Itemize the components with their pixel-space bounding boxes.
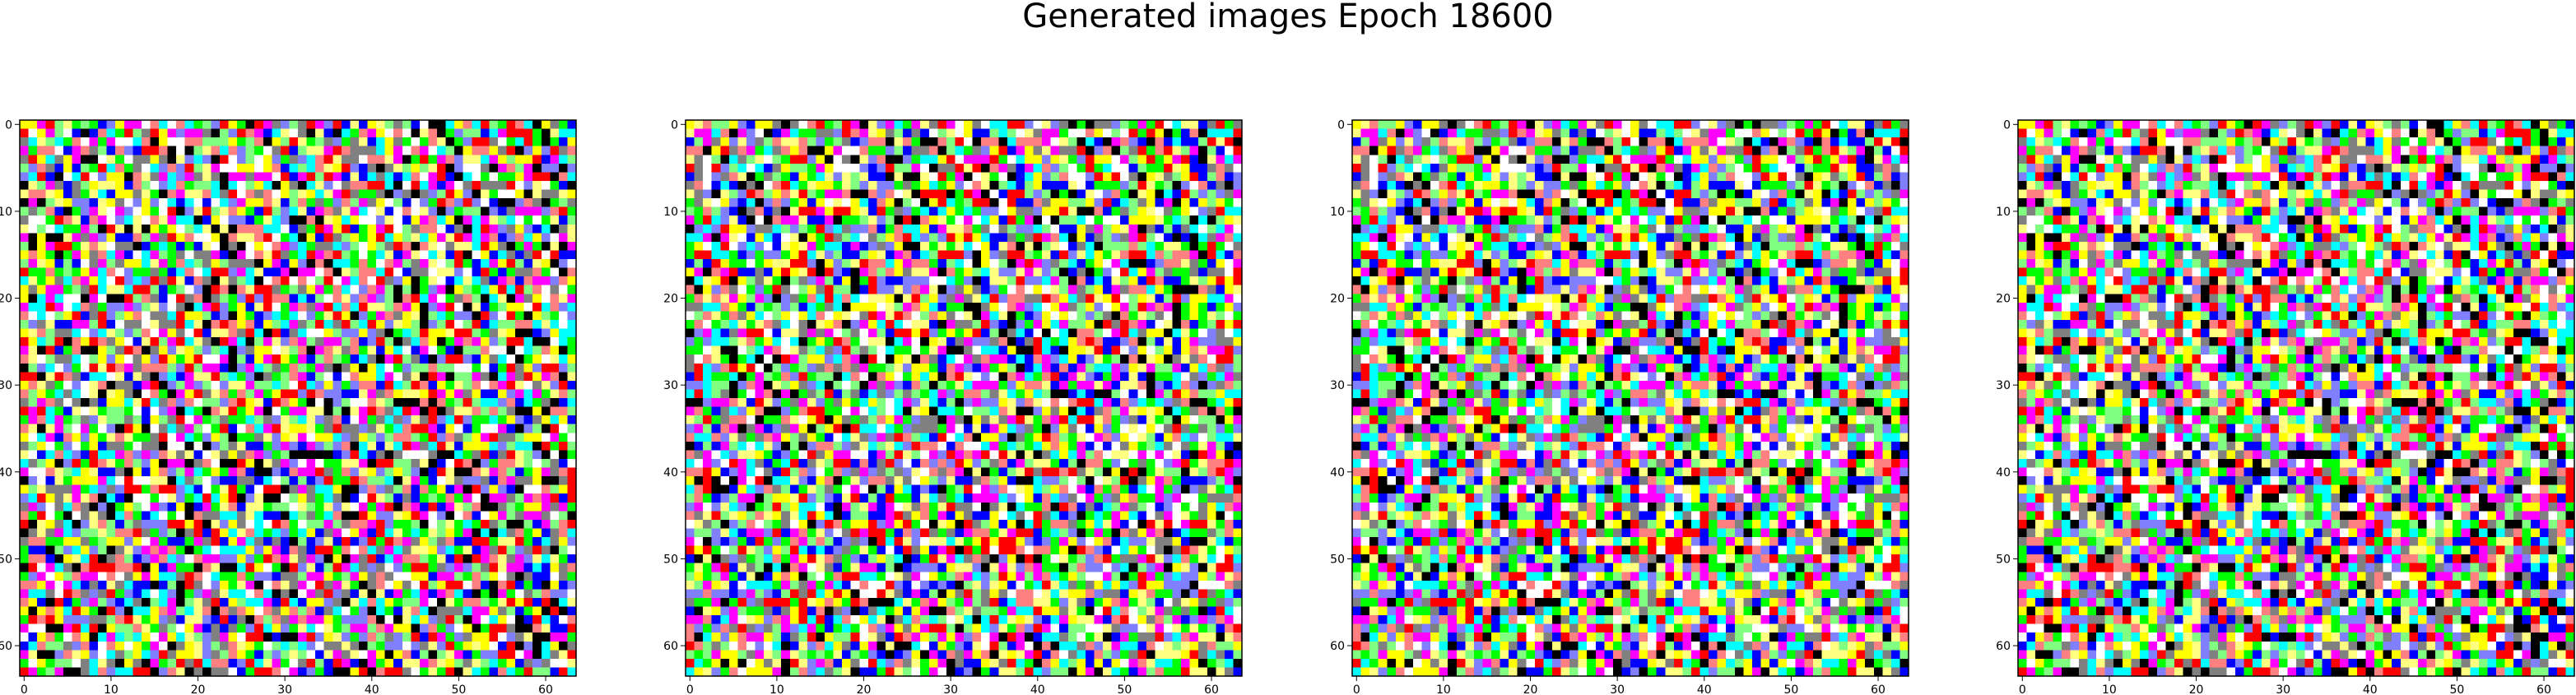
y-tick-label: 30 bbox=[663, 379, 678, 392]
y-tick-label: 0 bbox=[671, 118, 678, 132]
y-tick-label: 30 bbox=[0, 379, 12, 392]
y-tick-label: 40 bbox=[663, 466, 678, 480]
x-tick-label: 0 bbox=[1353, 683, 1360, 695]
y-tick-label: 50 bbox=[1330, 553, 1345, 566]
y-tick-label: 50 bbox=[1996, 553, 2011, 566]
x-tick-label: 0 bbox=[21, 683, 28, 695]
y-tick-label: 60 bbox=[1330, 640, 1345, 653]
x-tick-label: 50 bbox=[1117, 683, 1132, 695]
y-tick-label: 40 bbox=[0, 466, 12, 480]
x-tick-label: 20 bbox=[1523, 683, 1538, 695]
x-tick-label: 60 bbox=[1871, 683, 1886, 695]
x-tick-label: 20 bbox=[2189, 683, 2204, 695]
x-tick-label: 30 bbox=[277, 683, 292, 695]
y-tick-label: 40 bbox=[1996, 466, 2011, 480]
image-panel-1: 0 10 20 30 40 50 60 0 10 20 30 40 50 60 bbox=[0, 118, 576, 695]
y-tick-label: 10 bbox=[1330, 206, 1345, 219]
x-tick-label: 0 bbox=[686, 683, 694, 695]
x-tick-label: 50 bbox=[451, 683, 466, 695]
x-tick-label: 0 bbox=[2019, 683, 2026, 695]
y-tick-label: 50 bbox=[0, 553, 12, 566]
y-tick-label: 60 bbox=[0, 640, 12, 653]
y-tick-label: 10 bbox=[1996, 206, 2011, 219]
x-tick-label: 60 bbox=[1204, 683, 1219, 695]
x-tick-label: 20 bbox=[191, 683, 206, 695]
image-panel-3: 0 10 20 30 40 50 60 0 10 20 30 40 50 60 bbox=[1330, 118, 1909, 695]
generated-image-pixels bbox=[20, 120, 576, 676]
y-tick-label: 20 bbox=[1996, 293, 2011, 306]
x-tick-label: 10 bbox=[1436, 683, 1451, 695]
x-tick-label: 20 bbox=[857, 683, 872, 695]
y-tick-label: 30 bbox=[1996, 379, 2011, 392]
x-tick-label: 60 bbox=[2536, 683, 2551, 695]
y-tick-label: 30 bbox=[1330, 379, 1345, 392]
x-tick-label: 30 bbox=[943, 683, 958, 695]
x-tick-label: 40 bbox=[1697, 683, 1712, 695]
generated-image-pixels bbox=[1352, 120, 1909, 676]
x-tick-label: 30 bbox=[2276, 683, 2290, 695]
x-tick-label: 40 bbox=[2363, 683, 2378, 695]
x-tick-label: 50 bbox=[1783, 683, 1798, 695]
x-tick-label: 50 bbox=[2449, 683, 2464, 695]
y-tick-label: 0 bbox=[1337, 118, 1345, 132]
y-tick-label: 20 bbox=[663, 293, 678, 306]
y-tick-label: 50 bbox=[663, 553, 678, 566]
x-tick-label: 10 bbox=[770, 683, 784, 695]
image-panel-2: 0 10 20 30 40 50 60 0 10 20 30 40 50 60 bbox=[663, 118, 1242, 695]
image-panel-4: 0 10 20 30 40 50 60 0 10 20 30 40 50 60 bbox=[1996, 118, 2574, 695]
y-tick-label: 10 bbox=[0, 206, 12, 219]
y-tick-label: 60 bbox=[1996, 640, 2011, 653]
y-tick-label: 40 bbox=[1330, 466, 1345, 480]
y-tick-label: 20 bbox=[0, 293, 12, 306]
x-tick-label: 40 bbox=[1030, 683, 1045, 695]
y-tick-label: 10 bbox=[663, 206, 678, 219]
x-tick-label: 30 bbox=[1610, 683, 1625, 695]
x-tick-label: 10 bbox=[104, 683, 119, 695]
y-tick-label: 20 bbox=[1330, 293, 1345, 306]
y-tick-label: 0 bbox=[2003, 118, 2011, 132]
generated-image-pixels bbox=[2018, 120, 2574, 676]
x-tick-label: 60 bbox=[538, 683, 553, 695]
x-tick-label: 10 bbox=[2102, 683, 2117, 695]
y-tick-label: 0 bbox=[5, 118, 12, 132]
y-tick-label: 60 bbox=[663, 640, 678, 653]
x-tick-label: 40 bbox=[365, 683, 379, 695]
generated-image-pixels bbox=[686, 120, 1242, 676]
